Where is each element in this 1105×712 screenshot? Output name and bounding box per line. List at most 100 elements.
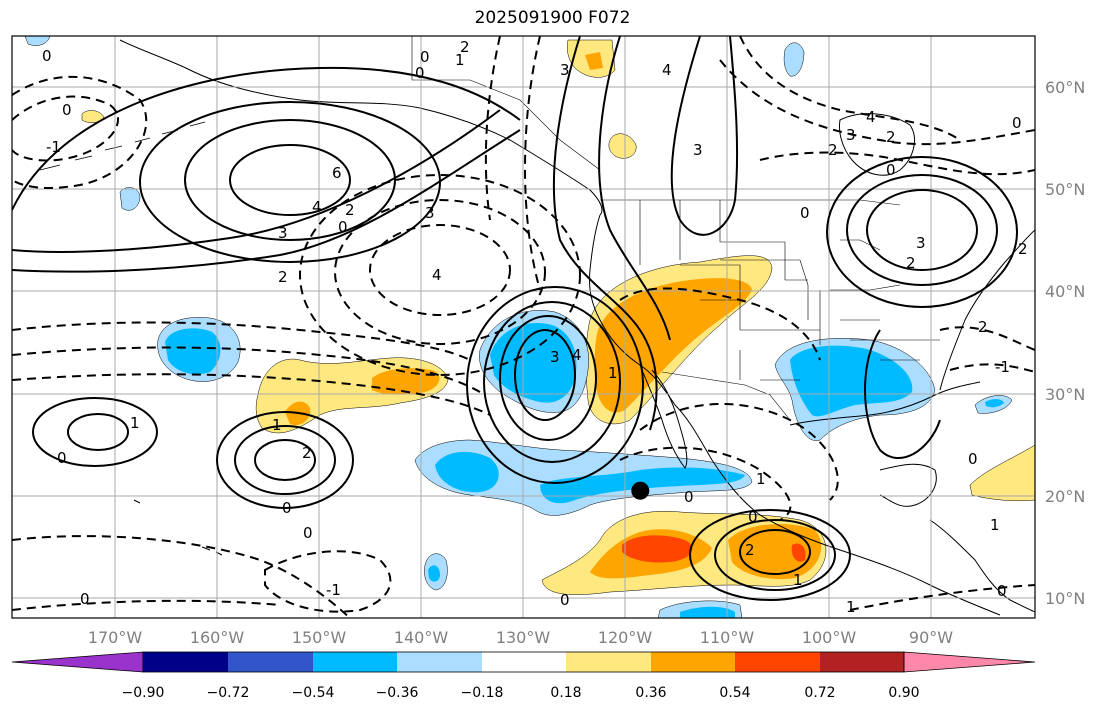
contour-label: 3 — [693, 141, 703, 159]
contour-label: 3 — [278, 224, 288, 242]
contour-solid — [826, 156, 1018, 308]
contour-label: 0 — [1012, 114, 1022, 132]
colorbar-extend-min — [11, 651, 144, 673]
colorbar-tick-label: 0.90 — [888, 685, 919, 701]
longitude-label: 140°W — [394, 628, 449, 647]
colorbar-segment — [735, 652, 820, 672]
contour-label: 3 — [916, 234, 926, 252]
shade-negative-blue — [428, 565, 440, 582]
latitude-label: 20°N — [1045, 487, 1085, 506]
contour-dashed — [759, 151, 1035, 176]
border-us-mexico — [661, 371, 791, 421]
contour-label: 0 — [338, 218, 348, 236]
colorbar: −0.90 −0.72 −0.54 −0.36 −0.18 0.18 0.36 … — [11, 651, 1036, 701]
contour-solid — [499, 315, 597, 441]
contour-label: 2 — [886, 128, 896, 146]
contour-dashed — [12, 75, 148, 189]
border-states — [639, 200, 821, 381]
contour-label: -1 — [995, 358, 1010, 376]
contour-label: 0 — [886, 161, 896, 179]
shade-positive-red — [622, 535, 693, 563]
contour-label: 1 — [793, 571, 803, 589]
contour-label: 2 — [978, 318, 988, 336]
contour-label: 0 — [997, 582, 1007, 600]
contour-label: 0 — [415, 64, 425, 82]
contour-solid — [216, 411, 354, 509]
coastline-hawaii — [133, 499, 141, 504]
contour-label: 1 — [756, 470, 766, 488]
contour-label: 4 — [432, 266, 442, 284]
contour-solid — [864, 329, 941, 460]
shade-negative-blue — [790, 345, 913, 417]
contour-label: 0 — [80, 590, 90, 608]
contour-label: 0 — [420, 48, 430, 66]
coastline-aleutians — [39, 121, 206, 171]
contour-dashed — [524, 36, 541, 291]
colorbar-segment — [820, 652, 904, 672]
border-eastern-states — [830, 239, 940, 361]
latitude-label: 60°N — [1045, 78, 1085, 97]
contour-label: 6 — [332, 164, 342, 182]
contour-label: 2 — [828, 141, 838, 159]
contour-label: 4 — [662, 61, 672, 79]
colorbar-segment — [482, 652, 566, 672]
latitude-label: 30°N — [1045, 385, 1085, 404]
colorbar-extend-max — [903, 651, 1036, 673]
colorbar-tick-label: −0.72 — [207, 685, 250, 701]
contour-dashed — [619, 446, 792, 521]
contour-label: 4 — [572, 346, 582, 364]
contour-label: -1 — [326, 581, 341, 599]
contour-label: 2 — [278, 268, 288, 286]
contour-label: 0 — [62, 101, 72, 119]
shade-negative-lightblue — [783, 42, 805, 77]
coastline-yucatan — [879, 463, 937, 507]
contour-solid — [714, 519, 836, 591]
contour-label: 0 — [748, 508, 758, 526]
contour-dashed — [12, 373, 491, 416]
colorbar-tick-label: −0.54 — [292, 685, 335, 701]
shade-negative-lightblue — [119, 187, 141, 211]
contour-dashed — [264, 550, 392, 613]
colorbar-tick-label: 0.54 — [719, 685, 750, 701]
contour-dashed — [12, 599, 281, 611]
coastline-layer — [39, 39, 1035, 616]
coastline-central-america — [929, 519, 1035, 613]
latitude-label: 50°N — [1045, 180, 1085, 199]
contour-solid — [598, 36, 671, 341]
contour-dashed — [12, 346, 481, 393]
contour-label: 4 — [866, 108, 876, 126]
contour-dashed — [719, 59, 1035, 146]
colorbar-tick-label: −0.18 — [461, 685, 504, 701]
contour-solid — [234, 425, 336, 495]
contour-solid — [739, 529, 811, 575]
graticule — [12, 36, 1035, 618]
contour-label: 0 — [42, 47, 52, 65]
contour-label: 0 — [560, 591, 570, 609]
contour-solid — [12, 109, 501, 253]
contour-dashed — [299, 174, 581, 376]
colorbar-segment — [566, 652, 651, 672]
shade-positive-orange — [594, 278, 752, 413]
shade-positive-orange — [728, 524, 822, 580]
contour-label: -1 — [46, 138, 61, 156]
contour-dashed — [949, 363, 1035, 373]
map-frame — [11, 35, 1036, 619]
contour-label: 2 — [745, 541, 755, 559]
shade-positive-yellow — [608, 133, 637, 159]
colorbar-tick-label: 0.18 — [550, 685, 581, 701]
coastline-gulf — [789, 381, 981, 426]
longitude-label: 160°W — [190, 628, 245, 647]
shade-positive-yellow — [969, 444, 1035, 502]
coastline-alaska — [119, 39, 603, 216]
longitude-label: 170°W — [88, 628, 143, 647]
colorbar-tick-label: 0.36 — [635, 685, 666, 701]
colorbar-segment — [313, 652, 397, 672]
map-title: 2025091900 F072 — [474, 8, 631, 28]
colorbar-tick-label: −0.36 — [376, 685, 419, 701]
borders-layer — [411, 36, 940, 421]
contour-solid — [12, 66, 521, 211]
contour-solid — [67, 413, 129, 451]
contour-label: 2 — [906, 254, 916, 272]
contour-label: 3 — [425, 204, 435, 222]
shade-negative-blue — [680, 606, 735, 618]
